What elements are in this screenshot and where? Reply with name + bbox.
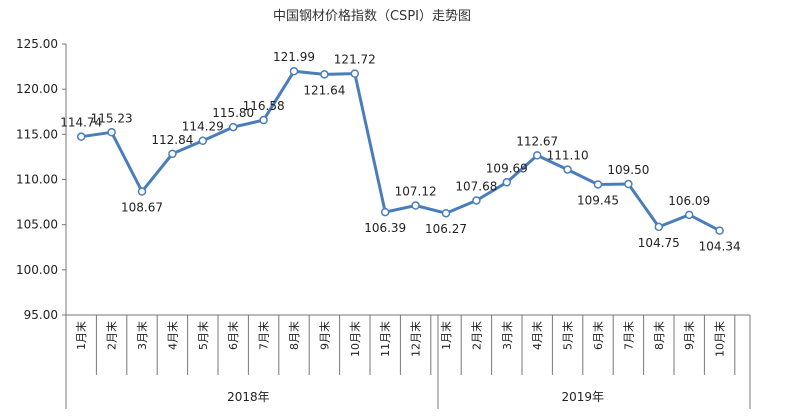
y-tick-label: 95.00	[24, 308, 58, 322]
data-label: 104.75	[638, 236, 680, 250]
data-label: 112.67	[516, 134, 558, 148]
data-label: 106.39	[364, 221, 406, 235]
data-label: 114.74	[60, 116, 102, 130]
data-point	[107, 128, 116, 137]
data-point	[684, 210, 694, 220]
x-tick-label: 11月末	[378, 321, 392, 357]
data-label: 115.23	[91, 111, 133, 125]
data-label: 109.50	[607, 163, 649, 177]
data-label: 115.80	[212, 106, 254, 120]
data-point	[198, 136, 208, 145]
x-tick-label: 5月末	[196, 321, 210, 350]
data-label: 112.84	[151, 133, 193, 147]
chart-title: 中国钢材价格指数（CSPI）走势图	[273, 8, 471, 24]
x-tick-label: 10月末	[348, 321, 362, 357]
data-label: 121.64	[303, 83, 345, 97]
x-tick-label: 2月末	[469, 321, 483, 350]
data-point	[137, 187, 147, 196]
x-tick-label: 8月末	[287, 321, 301, 350]
x-tick-label: 3月末	[135, 321, 149, 350]
data-point	[289, 66, 299, 76]
data-point	[380, 207, 390, 217]
data-point	[76, 132, 86, 141]
x-tick-label: 9月末	[682, 321, 696, 350]
y-tick-label: 125.00	[16, 37, 58, 51]
x-tick-label: 7月末	[621, 321, 635, 350]
data-point	[563, 165, 572, 174]
data-point	[320, 70, 329, 79]
data-label: 109.45	[577, 193, 619, 207]
series-line	[80, 69, 721, 232]
x-tick-label: 4月末	[165, 321, 179, 350]
data-label: 108.67	[121, 201, 163, 215]
year-group-label: 2018年	[227, 390, 270, 404]
x-tick-label: 8月末	[652, 321, 666, 350]
data-label: 116.58	[243, 99, 285, 113]
data-point	[411, 201, 420, 210]
x-tick-label: 6月末	[226, 321, 240, 350]
x-tick-label: 7月末	[257, 321, 271, 350]
data-label: 109.69	[486, 161, 528, 175]
year-group-label: 2019年	[562, 390, 605, 404]
data-point	[593, 180, 603, 189]
x-tick-label: 2月末	[105, 321, 119, 350]
x-tick-label: 3月末	[500, 321, 514, 350]
data-label: 104.34	[699, 240, 741, 254]
data-point	[441, 208, 451, 218]
x-tick-label: 5月末	[561, 321, 575, 350]
x-tick-label: 9月末	[317, 321, 331, 350]
y-tick-label: 100.00	[16, 263, 58, 277]
x-tick-label: 10月末	[713, 321, 727, 357]
data-point	[654, 222, 664, 232]
y-tick-label: 120.00	[16, 82, 58, 96]
data-label: 111.10	[547, 149, 589, 163]
data-point	[228, 122, 238, 132]
x-tick-label: 12月末	[409, 321, 423, 357]
data-point	[624, 179, 633, 189]
data-label: 121.72	[334, 53, 376, 67]
data-label: 121.99	[273, 50, 315, 64]
data-point	[168, 149, 177, 159]
x-tick-label: 4月末	[530, 321, 544, 350]
data-point	[350, 69, 360, 78]
x-tick-label: 6月末	[591, 321, 605, 350]
data-point	[715, 226, 724, 235]
data-label: 106.27	[425, 222, 467, 236]
data-label: 114.29	[182, 120, 224, 134]
data-point	[502, 178, 512, 187]
y-tick-label: 110.00	[16, 173, 58, 187]
y-tick-label: 115.00	[16, 127, 58, 141]
data-label: 107.68	[455, 179, 497, 193]
x-tick-label: 1月末	[439, 321, 453, 350]
data-label: 107.12	[395, 185, 437, 199]
data-point	[259, 115, 268, 125]
data-label: 106.09	[668, 194, 710, 208]
data-point	[472, 196, 481, 205]
data-point	[532, 151, 542, 160]
x-tick-label: 1月末	[74, 321, 88, 350]
y-tick-label: 105.00	[16, 218, 58, 232]
